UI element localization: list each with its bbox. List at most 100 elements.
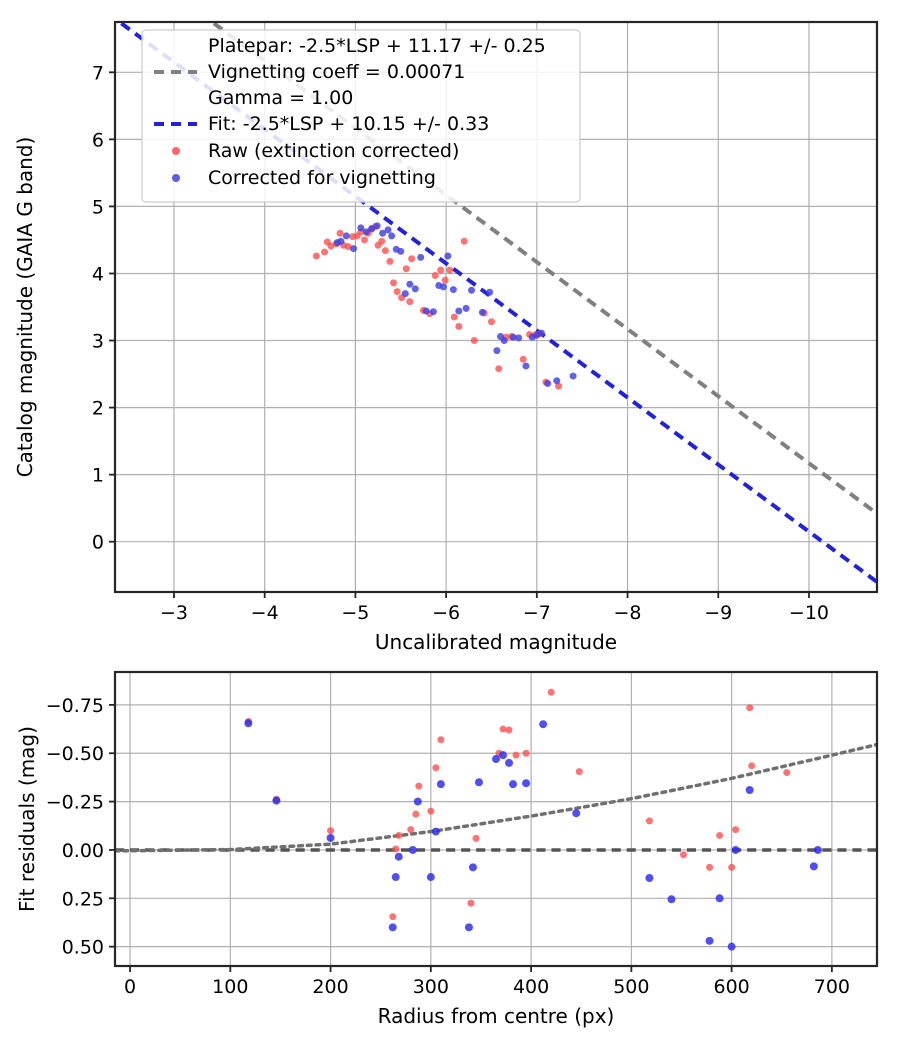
- gridlines: [115, 22, 877, 592]
- y-axis-label: Fit residuals (mag): [15, 726, 39, 912]
- data-point: [432, 764, 440, 772]
- reference-lines: [115, 742, 877, 853]
- legend-label: Gamma = 1.00: [208, 87, 353, 109]
- legend-label: Fit: -2.5*LSP + 10.15 +/- 0.33: [208, 113, 489, 135]
- data-point: [244, 719, 253, 728]
- data-point: [569, 372, 577, 380]
- data-point: [745, 785, 754, 794]
- data-point: [449, 286, 457, 294]
- data-point: [505, 758, 514, 767]
- x-tick-label: −6: [432, 602, 460, 624]
- data-point: [422, 307, 430, 315]
- x-tick-label: 100: [212, 976, 248, 998]
- y-tick-label: 0.00: [62, 840, 104, 862]
- x-tick-label: 400: [513, 976, 549, 998]
- plot-legend: Platepar: -2.5*LSP + 11.17 +/- 0.25 Vigne…: [141, 29, 581, 203]
- data-point: [431, 271, 439, 279]
- legend-entry[interactable]: Platepar: -2.5*LSP + 11.17 +/- 0.25: [208, 35, 546, 57]
- data-point: [389, 913, 397, 921]
- legend-entry[interactable]: Fit: -2.5*LSP + 10.15 +/- 0.33: [154, 113, 489, 135]
- x-tick-label: −5: [341, 602, 369, 624]
- y-tick-label: 0.25: [62, 888, 104, 910]
- data-point: [716, 831, 724, 839]
- data-point: [389, 279, 397, 287]
- data-point: [381, 247, 389, 255]
- data-point: [731, 845, 740, 854]
- data-point: [515, 334, 523, 342]
- axes-spines: [113, 20, 879, 594]
- data-point: [539, 720, 548, 729]
- data-point: [519, 355, 527, 363]
- data-point: [522, 749, 530, 757]
- data-point: [392, 845, 400, 853]
- data-point: [547, 688, 555, 696]
- y-tick-label: 6: [92, 129, 104, 151]
- legend-dot-icon: [172, 147, 180, 155]
- data-point: [441, 276, 449, 284]
- data-point: [408, 845, 417, 854]
- series-raw: [244, 688, 791, 921]
- data-point: [436, 780, 445, 789]
- data-point: [326, 833, 335, 842]
- data-point: [455, 322, 463, 330]
- data-point: [509, 333, 517, 341]
- legend-entry[interactable]: Raw (extinction corrected): [172, 140, 459, 162]
- data-point: [406, 298, 414, 306]
- data-point: [472, 834, 480, 842]
- data-point: [746, 704, 754, 712]
- data-point: [388, 232, 396, 240]
- data-point: [427, 807, 435, 815]
- x-tick-label: 600: [713, 976, 749, 998]
- data-point: [575, 768, 583, 776]
- data-point: [487, 318, 495, 326]
- data-point: [446, 266, 454, 274]
- data-point: [394, 852, 403, 861]
- data-point: [455, 307, 463, 315]
- x-axis-label: Radius from centre (px): [378, 1004, 615, 1028]
- data-point: [522, 779, 531, 788]
- data-point: [462, 304, 470, 312]
- data-point: [667, 895, 676, 904]
- data-points: [312, 222, 577, 390]
- legend-entry[interactable]: Vignetting coeff = 0.00071: [154, 61, 465, 83]
- data-point: [522, 362, 530, 370]
- data-point: [509, 780, 518, 789]
- data-point: [402, 265, 410, 273]
- y-tick-label: 3: [92, 331, 104, 353]
- data-point: [437, 736, 445, 744]
- data-point: [337, 237, 345, 245]
- legend-entry[interactable]: Corrected for vignetting: [172, 167, 436, 189]
- series-corrected: [244, 719, 822, 951]
- data-point: [321, 248, 329, 256]
- y-tick-label: 2: [92, 398, 104, 420]
- axis-ticks: −3 −4 −5 −6 −7 −8 −9 −10 0 1 2 3 4 5 6 7: [92, 62, 829, 624]
- data-point: [373, 222, 381, 230]
- data-point: [728, 863, 736, 871]
- data-point: [350, 245, 358, 253]
- y-tick-label: 4: [92, 263, 104, 285]
- panel-fit-residuals: 0 100 200 300 400 500 600 700 0.50 0.25 0.00 −0.25 −…: [15, 670, 879, 1028]
- x-tick-label: −7: [523, 602, 551, 624]
- data-point: [468, 863, 477, 872]
- data-point: [727, 942, 736, 951]
- data-point: [342, 232, 350, 240]
- data-point: [813, 845, 822, 854]
- legend-entry[interactable]: Gamma = 1.00: [208, 87, 353, 109]
- data-point: [495, 365, 503, 373]
- x-tick-label: −4: [251, 602, 279, 624]
- data-point: [572, 809, 581, 818]
- series-corrected: [333, 222, 577, 387]
- data-point: [505, 726, 513, 734]
- axes-spines: [113, 670, 879, 968]
- data-point: [426, 873, 435, 882]
- data-point: [368, 225, 376, 233]
- y-tick-label: −0.50: [46, 743, 104, 765]
- x-tick-label: −8: [614, 602, 642, 624]
- x-tick-label: −3: [160, 602, 188, 624]
- data-point: [783, 769, 791, 777]
- y-tick-label: 7: [92, 62, 104, 84]
- data-point: [386, 257, 394, 265]
- data-point: [444, 252, 452, 260]
